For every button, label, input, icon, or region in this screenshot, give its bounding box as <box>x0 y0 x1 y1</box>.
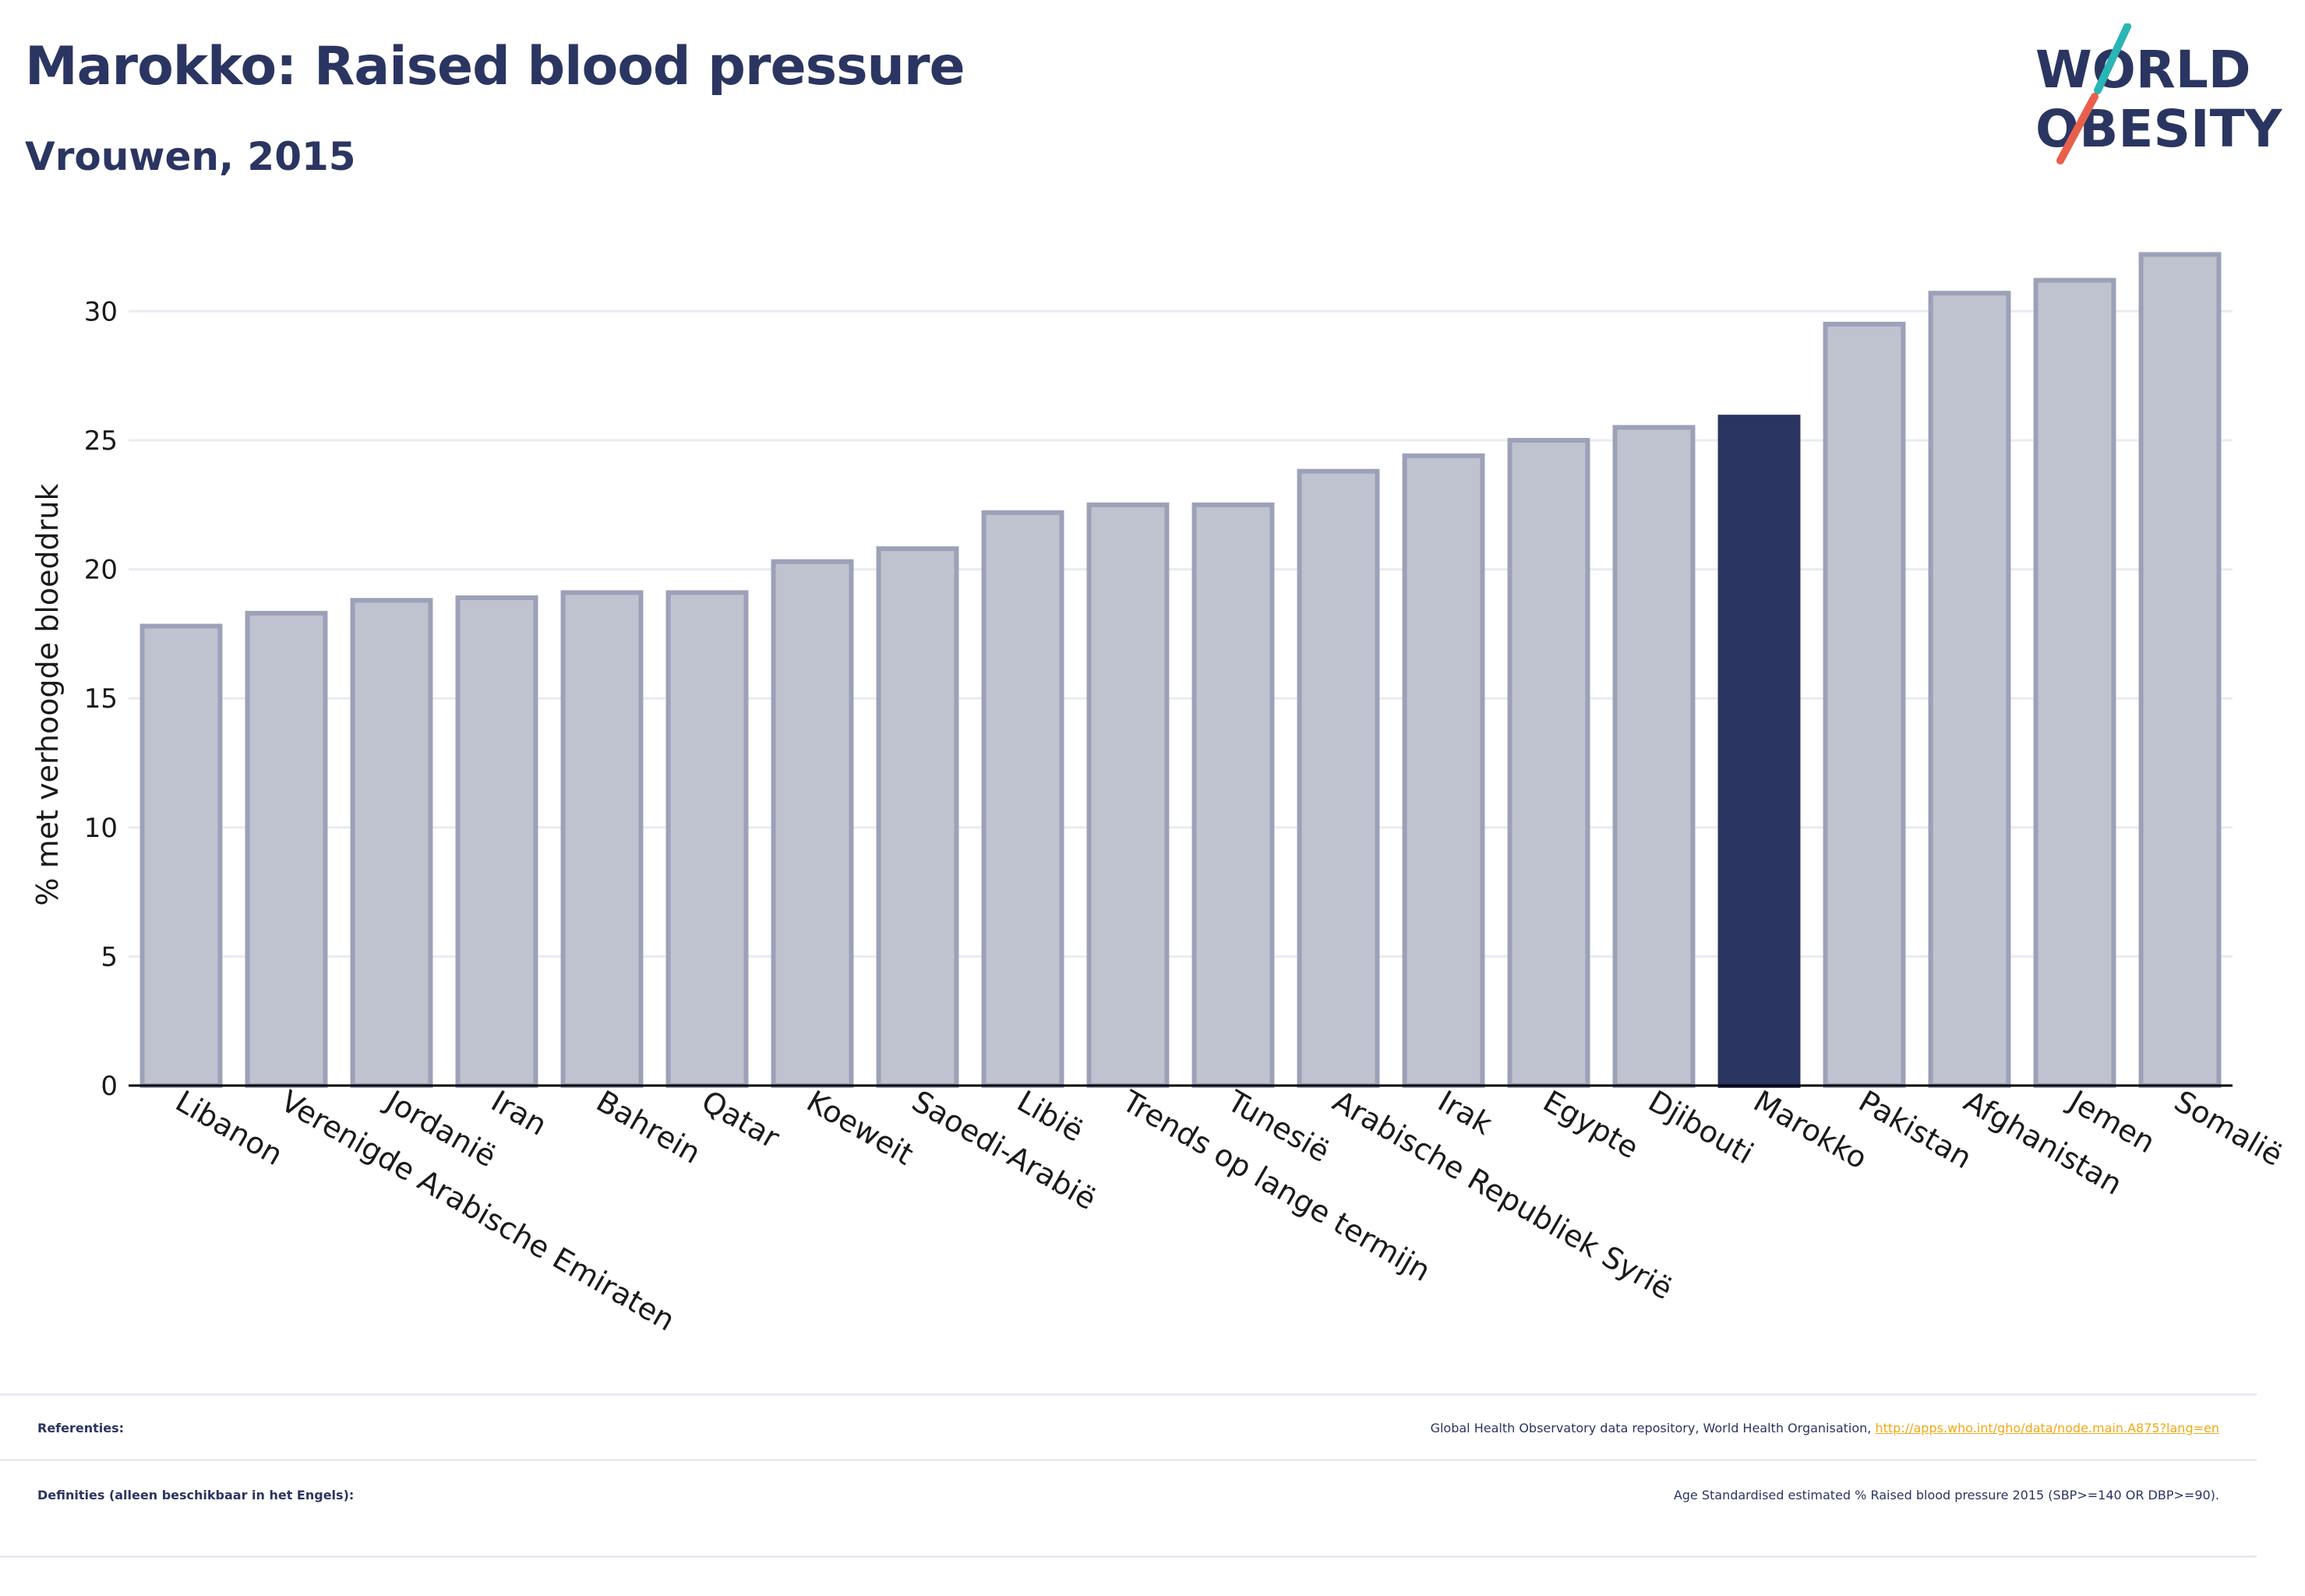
bar-saoedi-arabi- <box>876 546 959 1088</box>
y-tick-label: 10 <box>84 813 118 844</box>
x-tick-label: Somalië <box>2169 1084 2289 1173</box>
references-row: Referenties: Global Health Observatory d… <box>0 1393 2257 1461</box>
bar-afghanistan <box>1928 291 2011 1089</box>
bar-jemen <box>2033 277 2116 1089</box>
references-label: Referenties: <box>37 1421 125 1435</box>
x-tick-label: Libanon <box>170 1084 288 1172</box>
bar-libanon <box>139 623 223 1088</box>
bar-marokko <box>1717 415 1801 1088</box>
x-tick-label: Saoedi-Arabië <box>906 1084 1102 1216</box>
x-tick-label: Marokko <box>1748 1084 1873 1176</box>
logo-slash-top <box>2094 23 2131 94</box>
footer-bottom-rule <box>0 1555 2257 1561</box>
x-tick-label: Pakistan <box>1853 1084 1978 1176</box>
bar-libi- <box>981 510 1064 1088</box>
y-tick-label: 25 <box>84 425 118 457</box>
logo-text-world: WORLD <box>2035 40 2251 100</box>
bar-chart: 0 5 10 15 20 25 30 % met verhoogde bloeddruk Lib… <box>30 252 2289 1338</box>
y-axis-title: % met verhoogde bloeddruk <box>30 484 65 906</box>
bar-somali- <box>2138 252 2222 1089</box>
x-tick-label: Koeweit <box>801 1084 920 1172</box>
bar-irak <box>1402 453 1485 1088</box>
y-tick-label: 0 <box>101 1071 118 1102</box>
world-obesity-logo: WORLD OBESITY <box>2035 23 2283 164</box>
bar-qatar <box>665 590 749 1088</box>
x-tick-label: Arabische Republiek Syrië <box>1327 1084 1678 1307</box>
x-tick-label: Libië <box>1011 1084 1089 1149</box>
bar-arabische-republiek-syri- <box>1297 468 1380 1088</box>
definitions-value: Age Standardised estimated % Raised bloo… <box>1673 1488 2219 1502</box>
logo-slash-bottom <box>2056 93 2099 164</box>
x-tick-label: Bahrein <box>591 1084 707 1171</box>
y-tick-label: 30 <box>84 296 118 327</box>
x-tick-label: Irak <box>1432 1084 1498 1142</box>
x-tick-label: Iran <box>485 1084 552 1142</box>
definitions-row: Definities (alleen beschikbaar in het En… <box>0 1459 2257 1558</box>
chart-subtitle: Vrouwen, 2015 <box>25 134 356 179</box>
bar-jordani- <box>350 598 433 1088</box>
y-tick-label: 20 <box>84 555 118 586</box>
references-value: Global Health Observatory data repositor… <box>1431 1413 2219 1444</box>
y-tick-label: 15 <box>84 683 118 715</box>
x-tick-label: Qatar <box>696 1084 785 1156</box>
definitions-label: Definities (alleen beschikbaar in het En… <box>37 1488 355 1502</box>
bar-verenigde-arabische-emiraten <box>245 610 328 1088</box>
bar-egypte <box>1507 437 1590 1088</box>
y-tick-label: 5 <box>101 941 118 973</box>
bar-pakistan <box>1823 321 1906 1088</box>
x-tick-label: Egypte <box>1537 1084 1644 1166</box>
bar-iran <box>455 595 538 1088</box>
bar-trends-op-lange-termijn <box>1086 502 1170 1088</box>
chart-title: Marokko: Raised blood pressure <box>25 36 965 97</box>
references-text: Global Health Observatory data repositor… <box>1430 1421 1872 1435</box>
references-link[interactable]: http://apps.who.int/gho/data/node.main.A… <box>1875 1421 2219 1435</box>
bar-djibouti <box>1612 425 1696 1088</box>
bar-koeweit <box>771 559 854 1088</box>
bar-bahrein <box>560 590 644 1088</box>
x-tick-label: Djibouti <box>1643 1084 1760 1171</box>
bar-tunesi- <box>1191 502 1275 1088</box>
